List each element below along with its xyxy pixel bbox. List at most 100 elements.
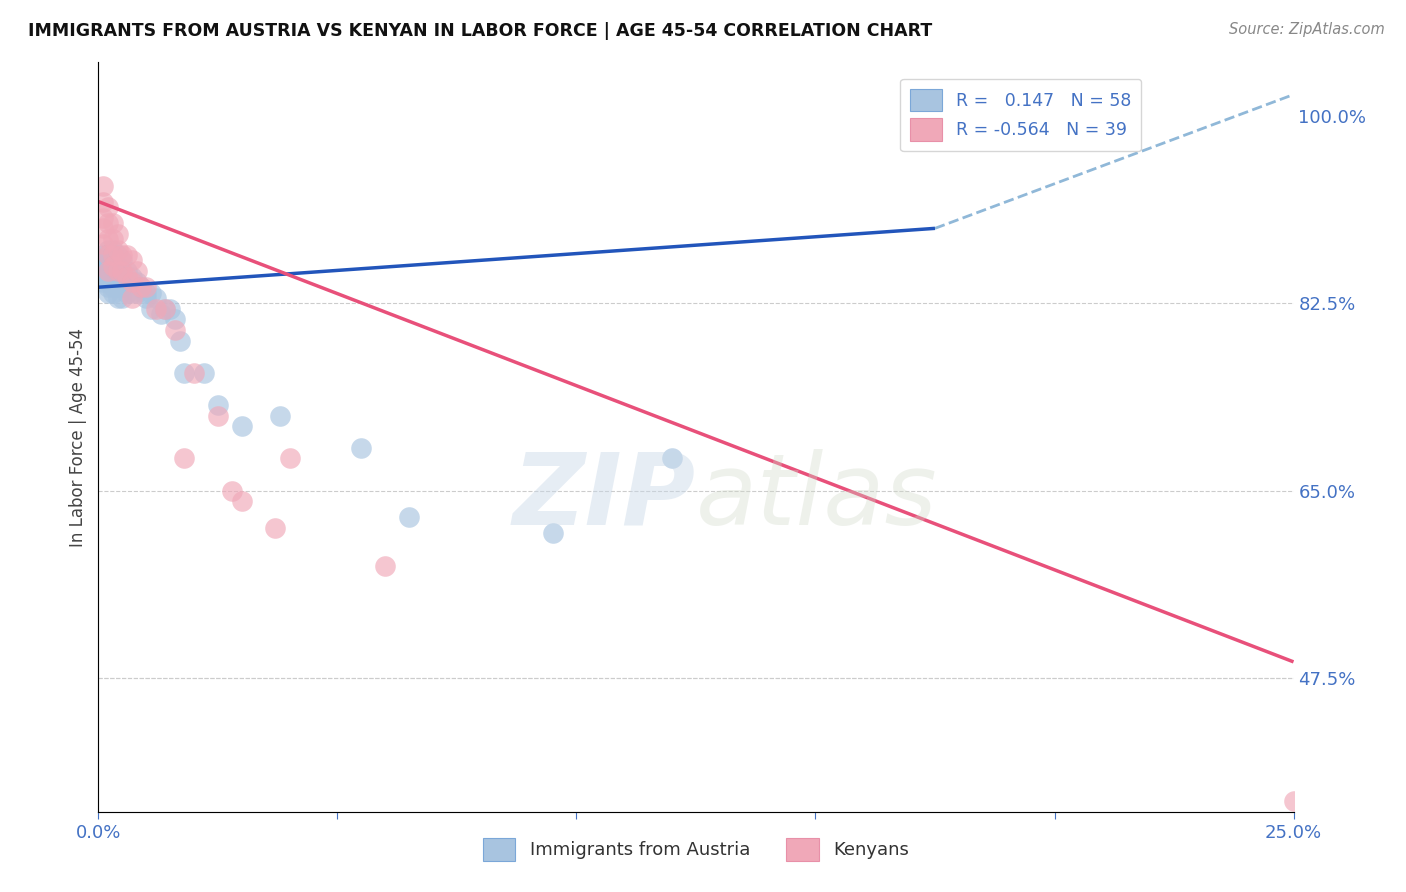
Point [350, 441, 373, 455]
Point [159, 301, 181, 316]
Point [97, 243, 120, 257]
Point [149, 307, 172, 321]
Point [91, 275, 114, 289]
Point [91, 253, 114, 268]
Point [125, 285, 148, 300]
Point [111, 248, 134, 262]
Point [231, 419, 253, 434]
Point [207, 409, 229, 423]
Point [91, 211, 114, 225]
Point [169, 334, 191, 348]
Point [107, 280, 129, 294]
Point [111, 280, 134, 294]
Point [101, 280, 124, 294]
Point [125, 275, 148, 289]
Point [121, 285, 143, 300]
Point [115, 275, 138, 289]
Point [101, 275, 124, 289]
Point [97, 248, 120, 262]
Point [91, 237, 114, 252]
Point [97, 259, 120, 273]
Point [91, 264, 114, 278]
Point [121, 291, 143, 305]
Point [193, 366, 215, 380]
Point [101, 259, 124, 273]
Point [107, 264, 129, 278]
Point [97, 248, 120, 262]
Point [121, 275, 143, 289]
Point [107, 291, 129, 305]
Point [107, 264, 129, 278]
Point [91, 178, 114, 193]
Point [145, 291, 167, 305]
Point [107, 227, 129, 241]
Point [107, 275, 129, 289]
Point [135, 285, 157, 300]
Point [111, 275, 134, 289]
Point [97, 264, 120, 278]
Point [111, 264, 134, 278]
Point [97, 285, 120, 300]
Text: ZIP: ZIP [513, 449, 696, 546]
Point [155, 301, 177, 316]
Point [221, 483, 243, 498]
Point [101, 243, 124, 257]
Point [97, 200, 120, 214]
Point [1282, 794, 1305, 808]
Point [269, 409, 291, 423]
Point [207, 398, 229, 412]
Point [661, 451, 683, 466]
Point [264, 521, 287, 535]
Point [131, 280, 153, 294]
Point [121, 253, 143, 268]
Point [115, 248, 138, 262]
Point [278, 451, 301, 466]
Legend: Immigrants from Austria, Kenyans: Immigrants from Austria, Kenyans [474, 829, 918, 870]
Point [97, 275, 120, 289]
Point [139, 285, 162, 300]
Point [111, 264, 134, 278]
Point [101, 259, 124, 273]
Point [97, 216, 120, 230]
Point [115, 264, 138, 278]
Y-axis label: In Labor Force | Age 45-54: In Labor Force | Age 45-54 [69, 327, 87, 547]
Point [231, 494, 253, 508]
Point [111, 291, 134, 305]
Point [135, 291, 157, 305]
Point [97, 280, 120, 294]
Point [145, 301, 167, 316]
Point [101, 285, 124, 300]
Point [374, 558, 396, 573]
Point [107, 248, 129, 262]
Point [91, 269, 114, 284]
Point [121, 269, 143, 284]
Point [139, 301, 162, 316]
Point [115, 269, 138, 284]
Point [101, 248, 124, 262]
Text: IMMIGRANTS FROM AUSTRIA VS KENYAN IN LABOR FORCE | AGE 45-54 CORRELATION CHART: IMMIGRANTS FROM AUSTRIA VS KENYAN IN LAB… [28, 22, 932, 40]
Point [101, 264, 124, 278]
Point [173, 366, 195, 380]
Point [135, 280, 157, 294]
Point [101, 216, 124, 230]
Point [97, 264, 120, 278]
Point [155, 301, 177, 316]
Point [91, 194, 114, 209]
Point [115, 285, 138, 300]
Point [183, 366, 205, 380]
Point [101, 248, 124, 262]
Point [97, 232, 120, 246]
Point [173, 451, 195, 466]
Point [91, 221, 114, 235]
Point [107, 243, 129, 257]
Text: atlas: atlas [696, 449, 938, 546]
Point [398, 510, 420, 524]
Point [163, 323, 186, 337]
Point [91, 259, 114, 273]
Point [131, 280, 153, 294]
Point [125, 264, 148, 278]
Point [541, 526, 564, 541]
Text: Source: ZipAtlas.com: Source: ZipAtlas.com [1229, 22, 1385, 37]
Point [91, 248, 114, 262]
Point [107, 259, 129, 273]
